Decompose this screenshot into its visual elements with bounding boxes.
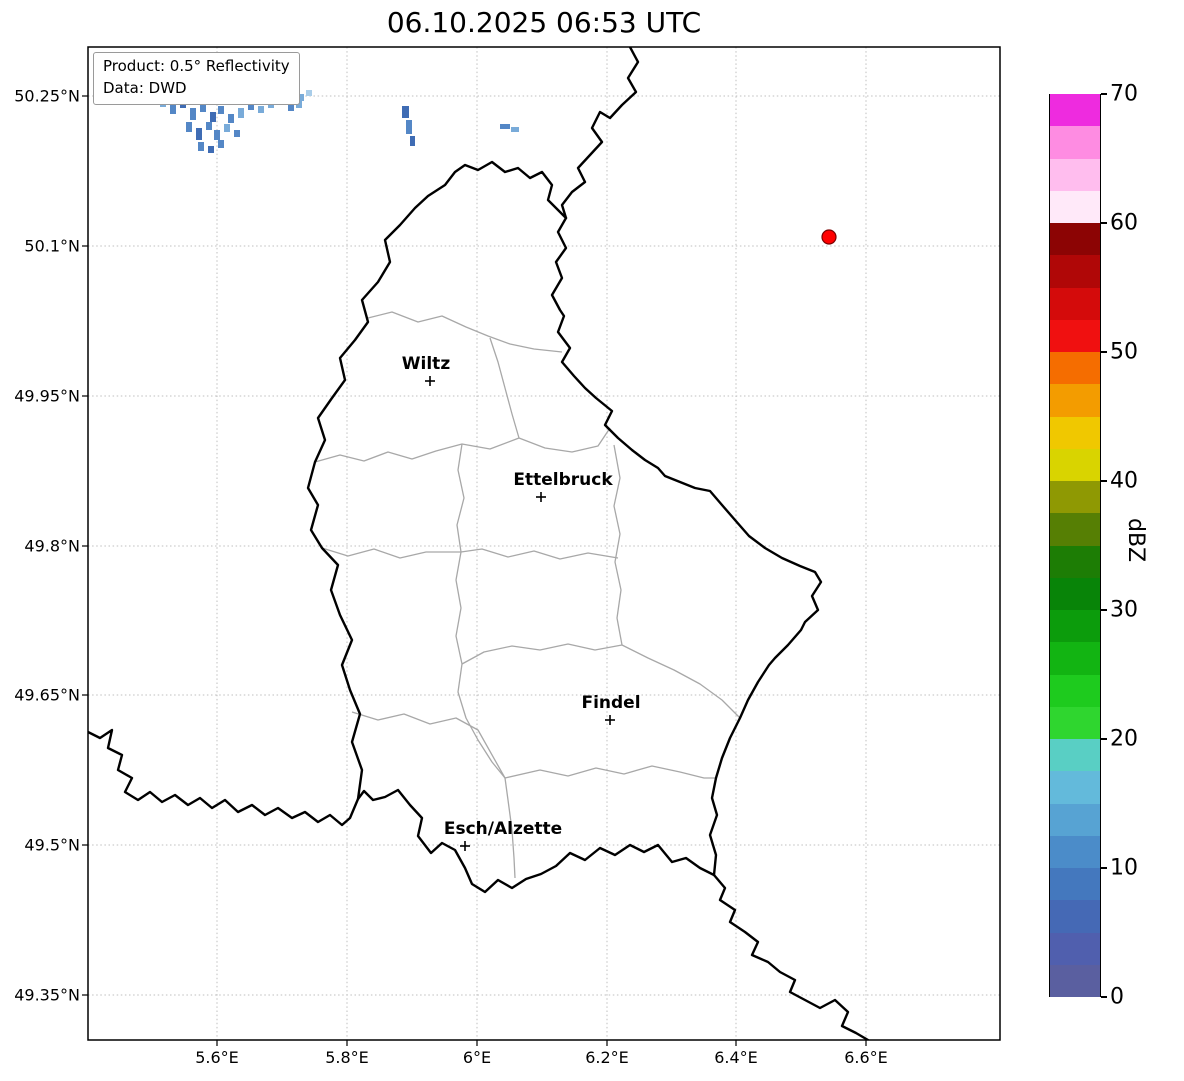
colorbar-band <box>1050 319 1100 353</box>
city-label: Wiltz <box>402 354 451 374</box>
colorbar-band <box>1050 158 1100 191</box>
radar-site-dot <box>821 229 837 245</box>
colorbar-band <box>1050 93 1100 127</box>
colorbar-band <box>1050 964 1100 998</box>
echo-cell <box>208 146 214 153</box>
city-label: Findel <box>581 693 640 713</box>
echo-cell <box>198 142 204 151</box>
colorbar-band <box>1050 674 1100 707</box>
legend-box: Product: 0.5° Reflectivity Data: DWD <box>93 52 300 105</box>
colorbar-band <box>1050 351 1100 385</box>
colorbar-band <box>1050 254 1100 288</box>
legend-product-line: Product: 0.5° Reflectivity <box>103 57 290 75</box>
colorbar <box>1049 93 1101 998</box>
plot-frame <box>87 46 1001 1041</box>
echo-cell <box>218 106 224 114</box>
echo-cell <box>288 104 294 111</box>
echo-cell <box>200 104 206 112</box>
colorbar-band <box>1050 222 1100 256</box>
echo-cell <box>190 108 196 120</box>
city-markers: Wiltz Ettelbruck Findel Esch/Alzette <box>402 354 641 851</box>
echo-cell <box>511 127 519 132</box>
colorbar-band <box>1050 803 1100 836</box>
colorbar-band <box>1050 545 1100 578</box>
colorbar-band <box>1050 383 1100 417</box>
colorbar-axis-label: dBZ <box>1123 518 1148 563</box>
colorbar-band <box>1050 609 1100 643</box>
echo-cell <box>196 128 202 140</box>
echo-cell <box>410 136 415 146</box>
echo-cell <box>228 114 234 123</box>
country-borders <box>88 47 870 1040</box>
echo-cell <box>234 130 240 137</box>
colorbar-band <box>1050 706 1100 740</box>
colorbar-band <box>1050 480 1100 514</box>
figure-title: 06.10.2025 06:53 UTC <box>386 6 702 39</box>
colorbar-band <box>1050 932 1100 965</box>
colorbar-band <box>1050 512 1100 546</box>
colorbar-band <box>1050 416 1100 449</box>
echo-cell <box>248 102 254 110</box>
echo-cell <box>214 130 220 140</box>
canton-borders <box>314 311 741 879</box>
echo-cell <box>258 106 264 113</box>
city-marker: Findel <box>581 693 641 725</box>
echo-cell <box>170 104 176 114</box>
legend-data-line: Data: DWD <box>103 78 187 97</box>
echo-cell <box>402 106 409 118</box>
gridlines <box>88 47 1000 1040</box>
city-marker: Esch/Alzette <box>444 819 562 851</box>
echo-cell <box>186 122 192 132</box>
echo-cell <box>298 94 304 101</box>
colorbar-band <box>1050 125 1100 159</box>
echo-cell <box>238 108 244 118</box>
colorbar-band <box>1050 867 1100 901</box>
colorbar-band <box>1050 770 1100 804</box>
city-label: Esch/Alzette <box>444 819 562 839</box>
city-label: Ettelbruck <box>513 470 613 490</box>
echo-cell <box>306 90 312 96</box>
colorbar-band <box>1050 835 1100 869</box>
echo-cell <box>224 124 230 132</box>
echo-cell <box>210 112 216 122</box>
colorbar-band <box>1050 899 1100 933</box>
colorbar-band <box>1050 287 1100 320</box>
echo-cell <box>206 122 212 130</box>
colorbar-band <box>1050 641 1100 675</box>
colorbar-band <box>1050 577 1100 611</box>
city-marker: Wiltz <box>402 354 451 386</box>
colorbar-band <box>1050 190 1100 224</box>
axis-ticks <box>82 95 867 1046</box>
city-marker: Ettelbruck <box>513 470 613 502</box>
echo-cell <box>218 140 224 148</box>
echo-cell <box>500 124 510 129</box>
echo-cell <box>406 120 412 134</box>
colorbar-band <box>1050 738 1100 772</box>
colorbar-band <box>1050 448 1100 482</box>
